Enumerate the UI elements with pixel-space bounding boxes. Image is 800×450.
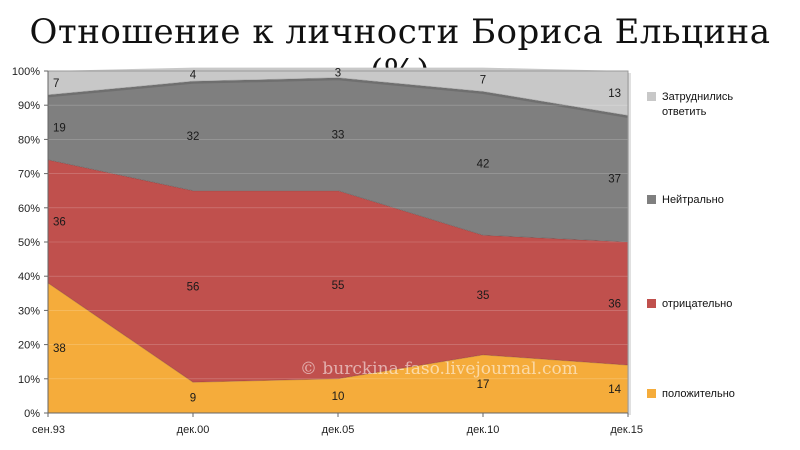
legend-label: ответить xyxy=(662,106,707,118)
x-tick-label: дек.00 xyxy=(177,424,210,436)
legend-label: положительно xyxy=(662,388,735,400)
x-tick-label: дек.05 xyxy=(322,424,355,436)
data-label: 38 xyxy=(53,343,66,355)
y-tick-label: 40% xyxy=(18,271,40,283)
data-label: 36 xyxy=(53,216,66,228)
watermark-layer: © burckina-faso.livejournal.com xyxy=(300,359,578,379)
data-label: 10 xyxy=(332,391,345,403)
area-нейтрально xyxy=(48,77,628,242)
data-label: 42 xyxy=(477,158,490,170)
band-edge xyxy=(47,77,629,116)
frame-shadow xyxy=(628,73,631,415)
data-label: 19 xyxy=(53,122,66,134)
data-label: 56 xyxy=(187,281,200,293)
x-tick-label: дек.10 xyxy=(467,424,500,436)
x-tick-label: дек.15 xyxy=(610,424,643,436)
band-edge xyxy=(47,159,629,243)
y-tick-label: 60% xyxy=(18,203,40,215)
data-label: 36 xyxy=(608,299,621,311)
area-положительно xyxy=(48,283,628,413)
legend-swatch xyxy=(647,92,656,101)
legend-label: Нейтрально xyxy=(662,194,724,206)
y-tick-label: 30% xyxy=(18,305,40,317)
data-label: 37 xyxy=(608,174,621,186)
y-tick-label: 0% xyxy=(24,408,40,420)
y-tick-label: 90% xyxy=(18,100,40,112)
series-areas xyxy=(47,67,629,413)
y-tick-label: 10% xyxy=(18,374,40,386)
legend-swatch xyxy=(647,195,656,204)
legend: Затруднились ответить Нейтрально отрицатель… xyxy=(647,91,735,400)
axes xyxy=(44,70,631,417)
data-label: 17 xyxy=(477,379,490,391)
data-label: 7 xyxy=(53,78,59,90)
tick-labels: 0% 10% 20% 30% 40% 50% 60% 70% 80% 90% 100% сен.93 д… xyxy=(12,66,643,436)
legend-swatch xyxy=(647,389,656,398)
data-label: 13 xyxy=(608,88,621,100)
area-затруднились-ответить xyxy=(48,67,628,116)
data-label: 4 xyxy=(190,69,197,81)
data-label: 33 xyxy=(332,129,345,141)
band-edge xyxy=(47,282,629,383)
y-tick-label: 70% xyxy=(18,169,40,181)
data-label: 7 xyxy=(480,75,486,87)
data-label: 35 xyxy=(477,290,490,302)
y-tick-label: 100% xyxy=(12,66,40,78)
data-label: 14 xyxy=(608,384,621,396)
data-label: 32 xyxy=(187,131,200,143)
y-tick-label: 80% xyxy=(18,134,40,146)
y-tick-label: 20% xyxy=(18,340,40,352)
band-shadow xyxy=(47,78,629,118)
area-отрицательно xyxy=(48,159,628,383)
legend-label: Затруднились xyxy=(662,91,733,103)
legend-label: отрицательно xyxy=(662,298,732,310)
x-tick-label: сен.93 xyxy=(32,424,65,436)
data-label: 55 xyxy=(332,280,345,292)
data-label: 9 xyxy=(190,393,196,405)
legend-swatch xyxy=(647,299,656,308)
data-label: 3 xyxy=(335,68,341,80)
y-tick-label: 50% xyxy=(18,237,40,249)
watermark: © burckina-faso.livejournal.com xyxy=(300,359,578,379)
